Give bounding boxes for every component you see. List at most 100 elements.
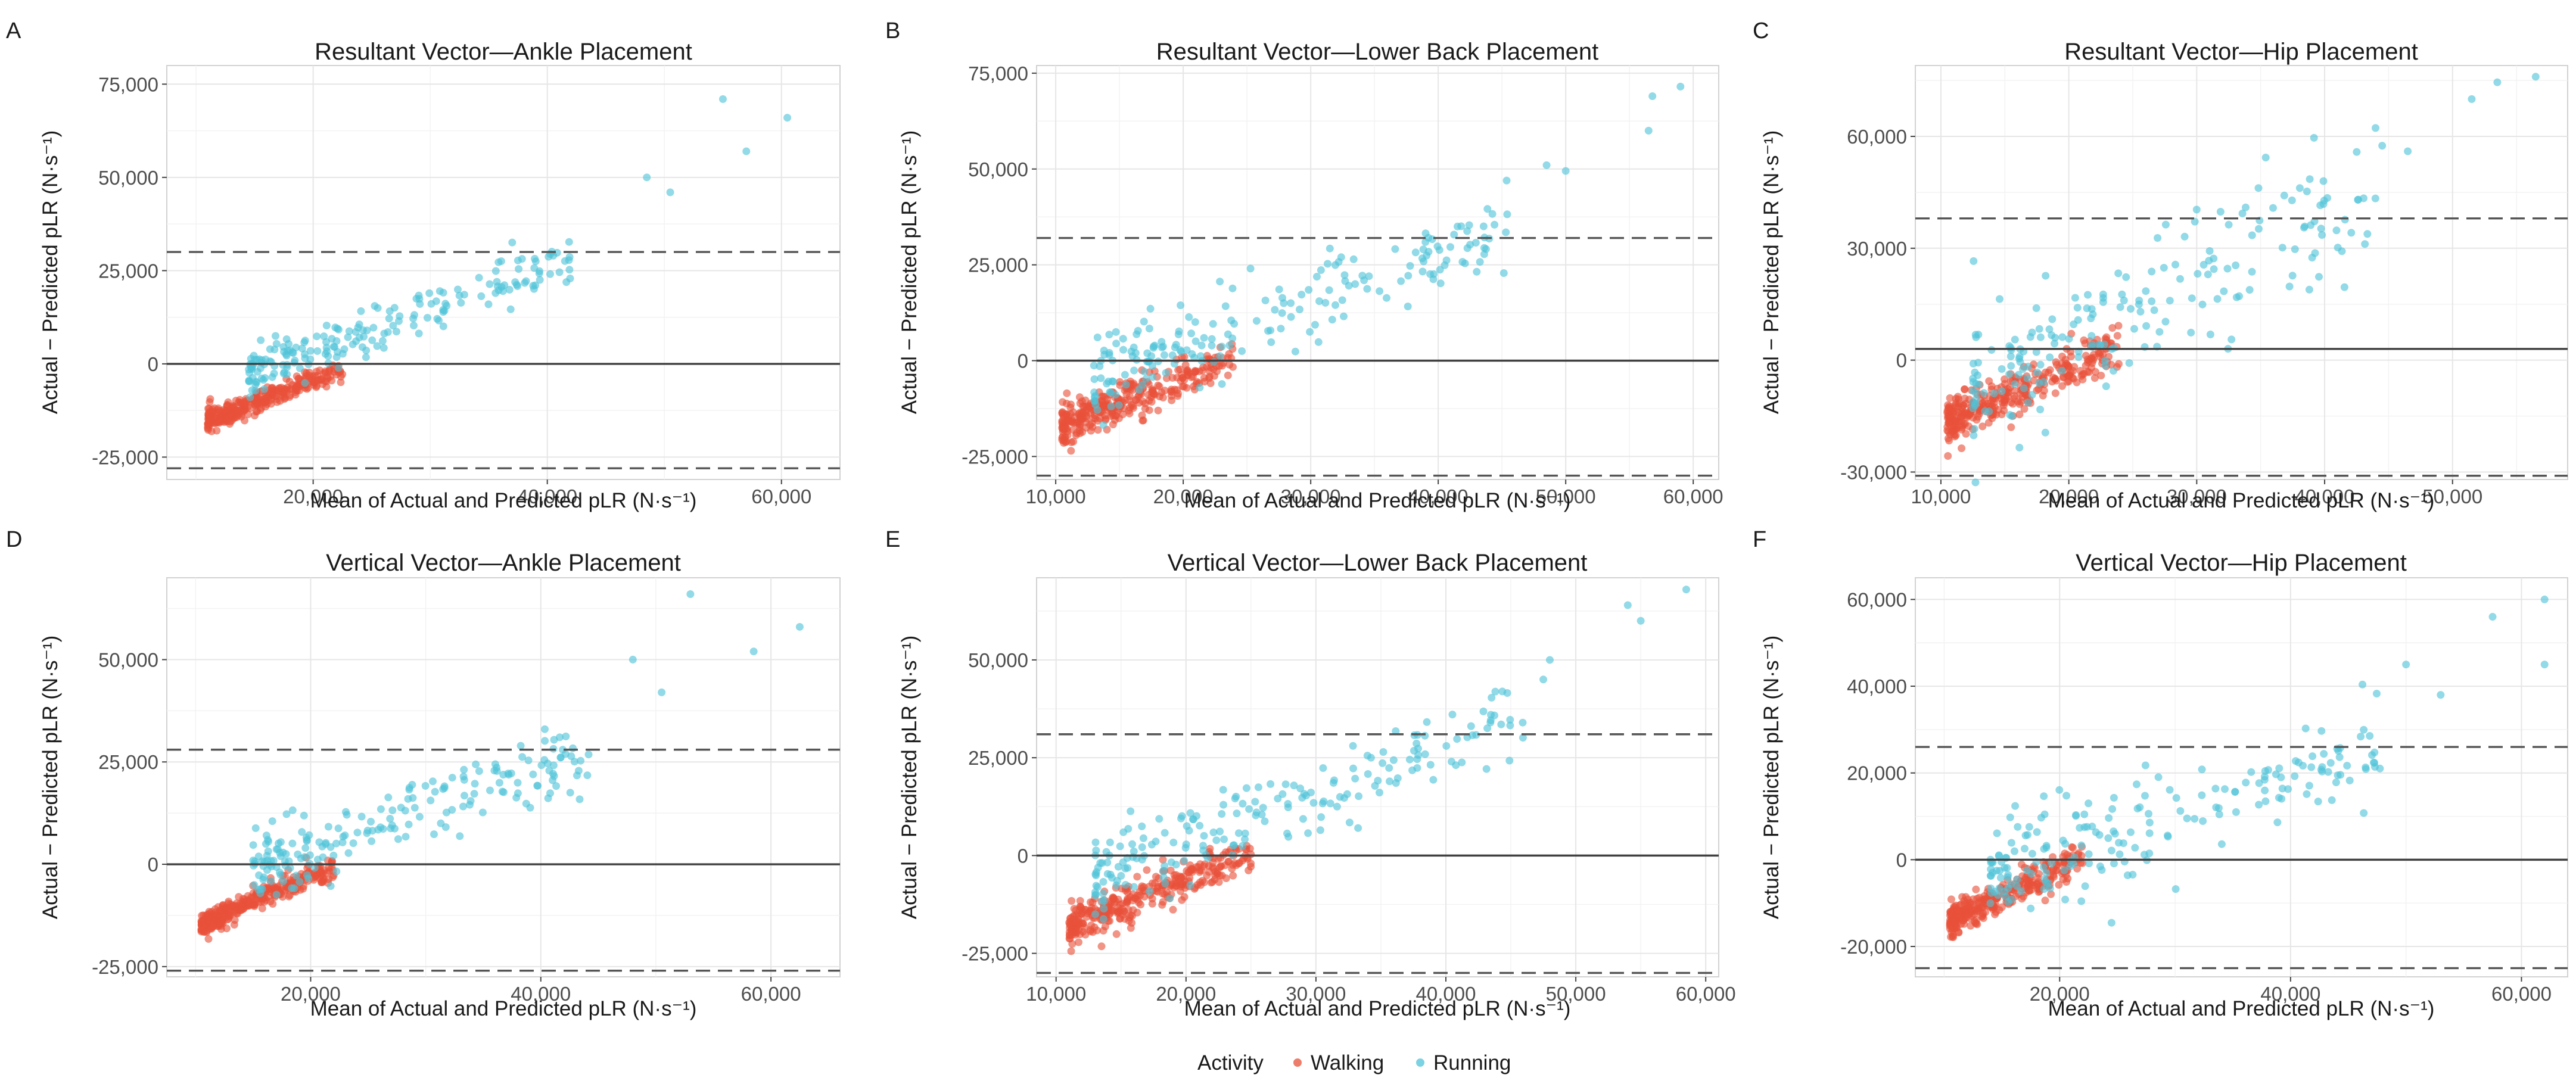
- point-running: [276, 871, 285, 879]
- point-running: [1091, 870, 1100, 878]
- point-running: [1644, 126, 1653, 135]
- point-running: [1993, 829, 2001, 837]
- point-running: [512, 281, 521, 289]
- point-running: [440, 782, 449, 790]
- point-running: [795, 622, 804, 631]
- point-running: [2318, 767, 2326, 776]
- point-running: [1488, 210, 1497, 218]
- point-running: [1446, 243, 1454, 251]
- y-tick-label: 50,000: [98, 167, 158, 189]
- point-walking: [1099, 927, 1107, 935]
- point-running: [1208, 335, 1216, 343]
- point-running: [2260, 776, 2269, 784]
- point-walking: [239, 406, 247, 414]
- point-running: [1505, 756, 1514, 765]
- point-running: [2154, 234, 2162, 242]
- point-running: [2307, 763, 2316, 771]
- point-walking: [219, 903, 227, 911]
- x-tick-label: 40,000: [2295, 485, 2355, 507]
- point-walking: [1944, 452, 1952, 460]
- point-running: [1480, 250, 1488, 259]
- point-running: [1996, 295, 2003, 303]
- point-running: [2300, 223, 2308, 232]
- point-running: [2011, 847, 2018, 855]
- point-running: [2217, 840, 2226, 848]
- x-tick-label: 10,000: [1026, 983, 1086, 1005]
- point-running: [2051, 340, 2059, 348]
- point-running: [1281, 780, 1290, 789]
- point-walking: [280, 385, 288, 393]
- point-running: [2232, 261, 2240, 269]
- point-running: [475, 767, 483, 776]
- point-running: [2171, 885, 2180, 893]
- point-running: [393, 328, 400, 336]
- point-walking: [265, 884, 272, 892]
- point-walking: [1217, 862, 1225, 870]
- x-axis-title-d: Mean of Actual and Predicted pLR (N·s⁻¹): [310, 997, 697, 1020]
- point-running: [2187, 328, 2195, 337]
- point-running: [2176, 807, 2185, 815]
- point-running: [332, 867, 341, 876]
- point-running: [2004, 871, 2012, 879]
- point-running: [1287, 299, 1295, 307]
- panel-title-f: Vertical Vector—Hip Placement: [2076, 550, 2407, 576]
- point-walking: [1134, 891, 1142, 899]
- point-running: [2468, 95, 2476, 103]
- point-running: [1199, 846, 1208, 855]
- plot-area: 20,000 40,000 60,000 -25,000 0 25,000 50,000 75…: [92, 65, 841, 507]
- point-running: [2531, 73, 2540, 81]
- point-running: [1326, 244, 1334, 253]
- point-walking: [1180, 382, 1188, 391]
- point-walking: [1213, 868, 1221, 877]
- point-running: [1103, 858, 1112, 867]
- point-running: [2080, 810, 2089, 818]
- point-running: [531, 254, 539, 263]
- point-walking: [2108, 324, 2117, 332]
- point-walking: [1079, 907, 1087, 915]
- point-running: [2150, 306, 2158, 314]
- point-running: [2238, 209, 2247, 217]
- point-running: [2040, 792, 2048, 801]
- legend-title: Activity: [1197, 1051, 1264, 1075]
- point-running: [1426, 761, 1435, 769]
- point-running: [2006, 352, 2015, 360]
- point-walking: [270, 883, 279, 892]
- y-axis-title-b: Actual − Predicted pLR (N·s⁻¹): [898, 130, 921, 415]
- point-running: [1333, 802, 1341, 811]
- point-running: [1117, 871, 1125, 880]
- point-walking: [1961, 385, 1969, 394]
- point-running: [1219, 786, 1227, 794]
- point-running: [518, 753, 527, 761]
- point-running: [353, 829, 362, 837]
- point-running: [303, 836, 311, 844]
- point-running: [2285, 282, 2294, 291]
- point-walking: [1228, 861, 1237, 869]
- point-walking: [2014, 397, 2022, 406]
- point-running: [1275, 285, 1283, 294]
- point-running: [1421, 731, 1429, 740]
- point-walking: [1121, 886, 1130, 895]
- point-running: [279, 342, 288, 351]
- point-running: [2210, 265, 2218, 273]
- point-running: [1147, 840, 1156, 849]
- point-running: [334, 824, 343, 833]
- point-walking: [2055, 881, 2063, 889]
- point-running: [1497, 720, 1505, 728]
- point-running: [363, 326, 371, 335]
- point-running: [1363, 285, 1371, 293]
- point-running: [1503, 210, 1511, 219]
- point-running: [1210, 358, 1218, 366]
- point-walking: [1075, 918, 1082, 926]
- legend: Activity Walking Running: [1197, 1051, 1511, 1075]
- point-running: [1242, 784, 1250, 792]
- point-walking: [220, 410, 229, 418]
- point-running: [1309, 799, 1318, 807]
- point-running: [2099, 298, 2107, 306]
- point-walking: [1168, 396, 1176, 404]
- point-running: [1313, 273, 1321, 281]
- point-walking: [2000, 406, 2008, 415]
- y-tick-label: 50,000: [98, 649, 158, 671]
- point-running: [1971, 388, 1980, 397]
- point-walking: [1978, 422, 1987, 431]
- point-running: [495, 778, 503, 787]
